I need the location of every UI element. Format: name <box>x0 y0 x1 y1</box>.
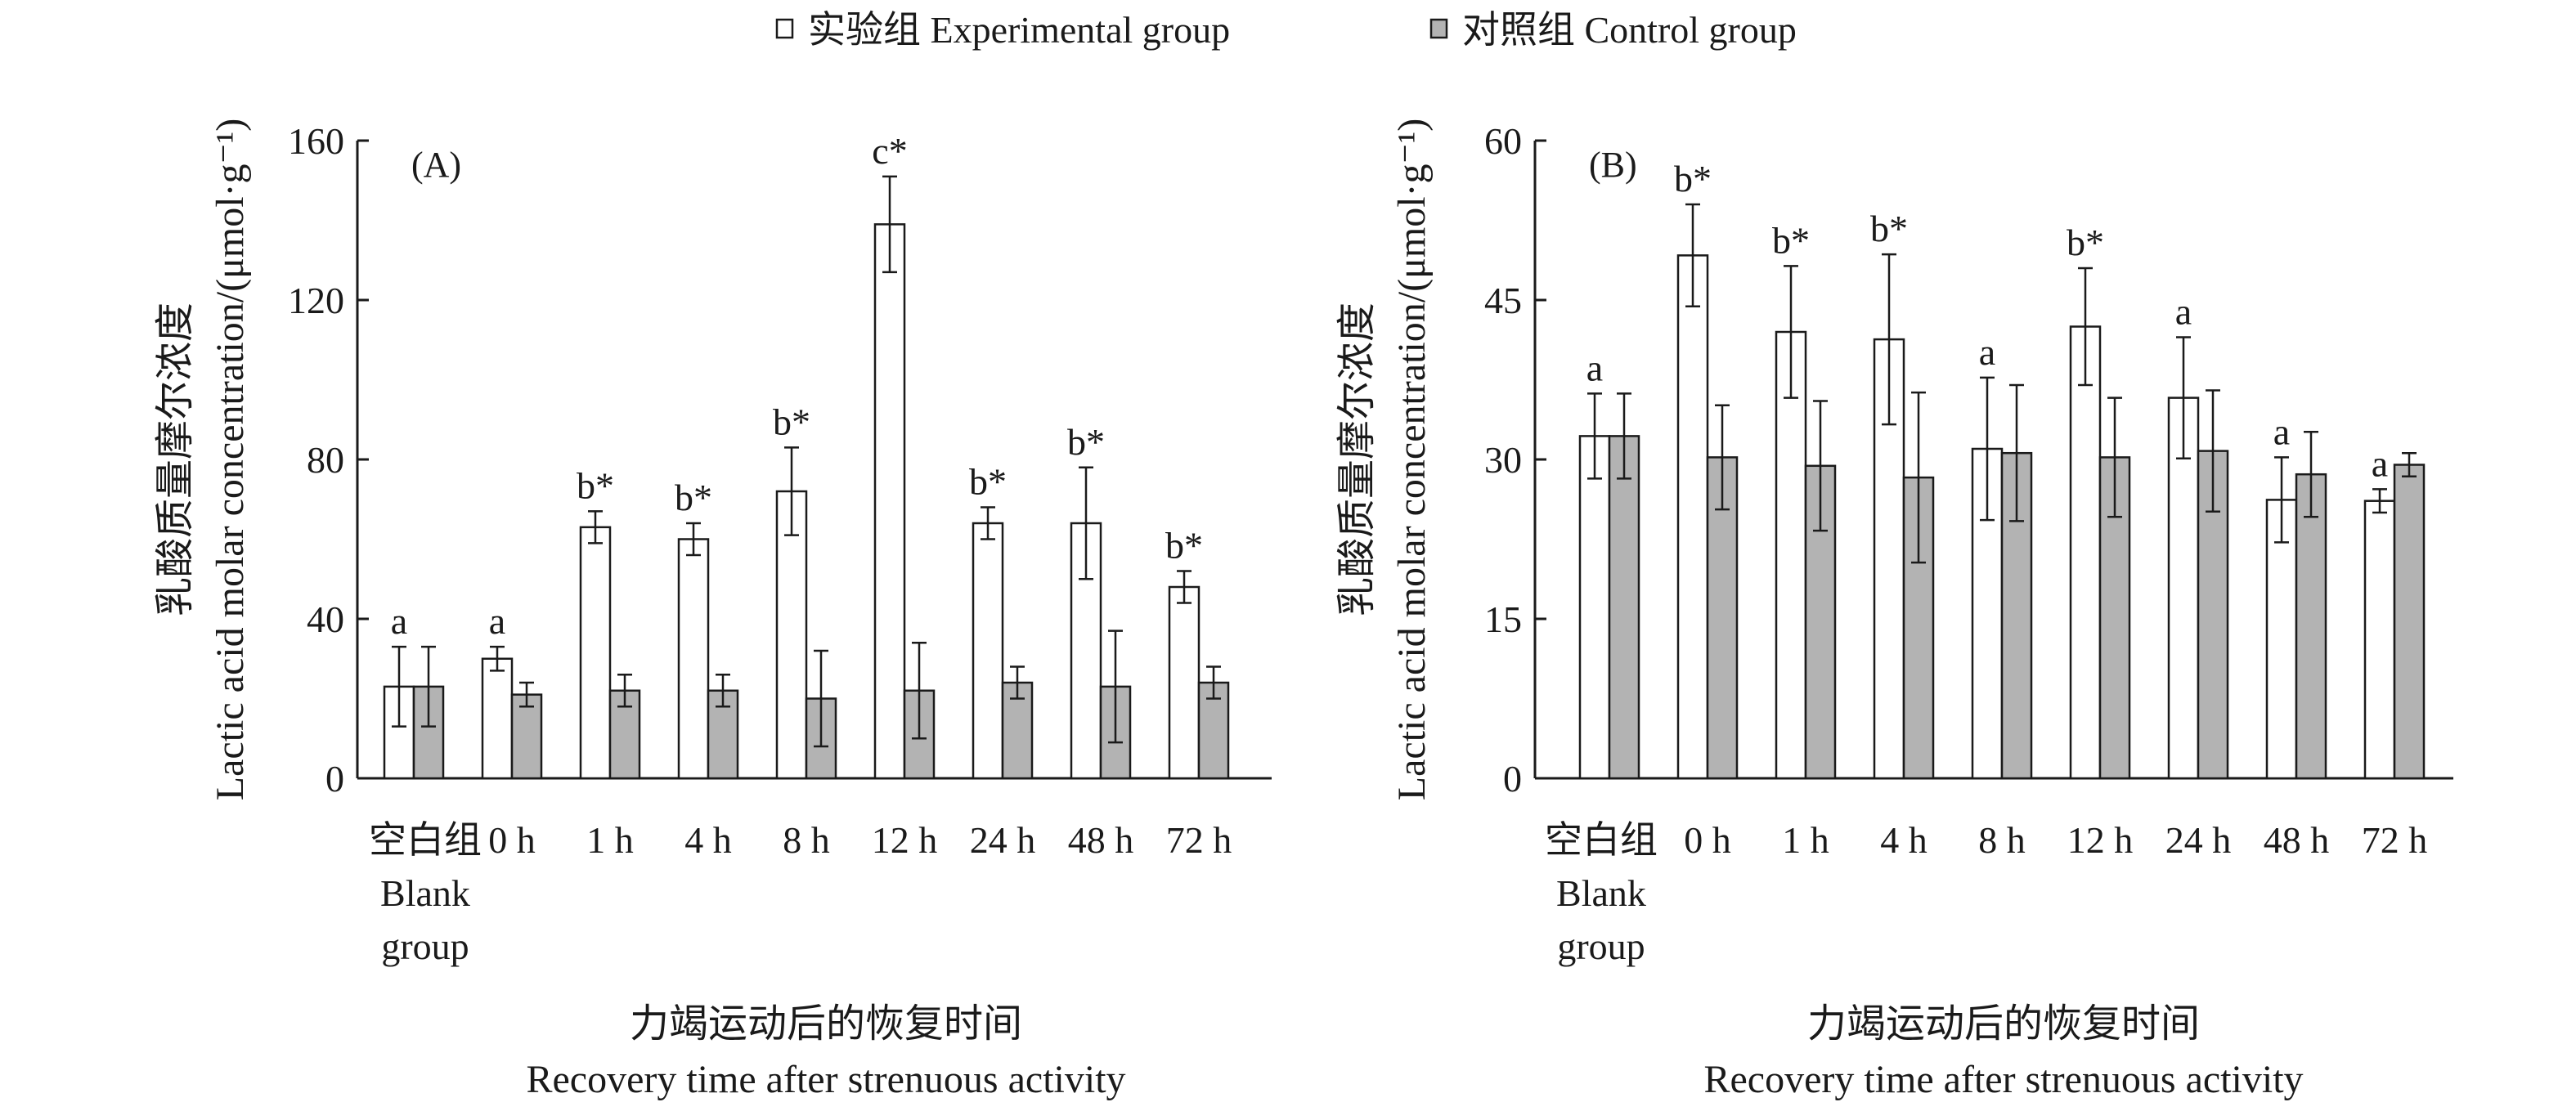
panel-b-bar-control <box>2393 464 2426 780</box>
panel-b-titles: 乳酸质量摩尔浓度 Lactic acid molar concentration… <box>1335 119 2304 1101</box>
panel-a-significance-label: b* <box>1165 525 1203 567</box>
panel-b-x-tick-label: 空白组 <box>1545 819 1658 861</box>
panel-a-x-tick-label: 0 h <box>488 819 536 861</box>
panel-a-x-tick-label: 空白组 <box>369 819 482 861</box>
panel-b-x-tick-label: 1 h <box>1782 819 1829 861</box>
panel-a-y-tick-label: 80 <box>307 439 344 481</box>
panel-b-x-axis-title-cn: 力竭运动后的恢复时间 <box>1807 1002 2200 1046</box>
panel-b-bar-control <box>1706 456 1739 780</box>
panel-b-y-axis-title-cn: 乳酸质量摩尔浓度 <box>1335 302 1379 616</box>
panel-b-bar-experimental <box>2363 500 2396 780</box>
panel-a-bar-control <box>805 697 837 780</box>
legend-swatch-control <box>1429 18 1448 39</box>
panel-b-significance-label: b* <box>1870 208 1908 249</box>
panel-a-x-tick-label: 8 h <box>783 819 830 861</box>
panel-b-x-axis-title-en: Recovery time after strenuous activity <box>1703 1058 2303 1101</box>
legend-label-experimental: 实验组 Experimental group <box>808 9 1230 51</box>
panel-b-bar-experimental <box>1578 435 1611 780</box>
panel-a-titles: 乳酸质量摩尔浓度 Lactic acid molar concentration… <box>154 119 1126 1101</box>
panel-a-significance-label: b* <box>577 464 614 506</box>
panel-b-x-tick-label: group <box>1557 925 1645 967</box>
panel-a-significance-label: a <box>391 600 407 642</box>
panel-b-plot: 0 15 30 45 60 (B) 空白组 Blank group a 0 h b* 1 h b* 4 h b… <box>1484 120 2453 967</box>
panel-a-label: (A) <box>411 145 461 185</box>
panel-a-x-tick-label: group <box>381 925 469 967</box>
panel-b-label: (B) <box>1589 145 1637 185</box>
panel-b-bar-control <box>1608 435 1640 780</box>
panel-a-y-tick-label: 160 <box>288 120 344 162</box>
panel-a-bar-experimental <box>873 223 906 780</box>
panel-b-x-tick-label: 8 h <box>1978 819 2026 861</box>
panel-b-x-tick-label: Blank <box>1556 872 1646 914</box>
panel-a-bar-experimental <box>677 538 710 780</box>
legend-label-control: 对照组 Control group <box>1462 9 1797 51</box>
panel-b-significance-label: a <box>2273 410 2290 452</box>
panel-b-y-tick-label: 0 <box>1503 758 1522 800</box>
panel-a-bar-experimental <box>972 522 1004 780</box>
panel-b-significance-label: b* <box>1674 158 1712 199</box>
panel-a-x-tick-label: 72 h <box>1166 819 1232 861</box>
panel-a-y-tick-label: 120 <box>288 280 344 321</box>
panel-a-x-tick-label: 24 h <box>970 819 1036 861</box>
panel-b-x-tick-label: 24 h <box>2165 819 2232 861</box>
panel-a-x-tick-label: 48 h <box>1068 819 1134 861</box>
panel-b-bar-experimental <box>1676 254 1709 780</box>
panel-b-bar-experimental <box>1775 330 1807 780</box>
panel-b-y-tick-label: 60 <box>1484 120 1522 162</box>
panel-b-significance-label: b* <box>1772 219 1810 261</box>
panel-a-bar-control <box>510 693 543 780</box>
panel-b-x-tick-label: 12 h <box>2067 819 2134 861</box>
legend: 实验组 Experimental group 对照组 Control group <box>775 9 1797 51</box>
panel-b-x-tick-label: 4 h <box>1880 819 1928 861</box>
panel-a-x-tick-label: Blank <box>380 872 470 914</box>
panel-b-y-tick-label: 45 <box>1484 280 1522 321</box>
panel-a-x-tick-label: 4 h <box>684 819 732 861</box>
panel-a-significance-label: b* <box>1067 421 1105 463</box>
panel-a-bar-experimental <box>775 490 808 780</box>
panel-b-significance-label: a <box>1586 347 1603 388</box>
panel-a-significance-label: b* <box>773 401 810 442</box>
panel-b-significance-label: a <box>2372 442 2388 484</box>
panel-b-x-tick-label: 72 h <box>2362 819 2428 861</box>
panel-a-y-tick-label: 40 <box>307 598 344 640</box>
panel-a-significance-label: a <box>489 600 505 642</box>
panel-a-significance-label: b* <box>675 477 712 518</box>
legend-swatch-experimental <box>775 18 794 39</box>
panel-b-bar-experimental <box>2069 325 2102 780</box>
panel-a-y-axis-title-en: Lactic acid molar concentration/(μmol·g⁻… <box>209 119 252 800</box>
panel-b-significance-label: b* <box>2067 222 2104 263</box>
panel-a-bar-experimental <box>579 526 612 780</box>
panel-b-x-tick-label: 0 h <box>1684 819 1731 861</box>
panel-b-y-tick-label: 15 <box>1484 598 1522 640</box>
panel-a-x-axis-title-cn: 力竭运动后的恢复时间 <box>630 1002 1022 1046</box>
panel-a-bar-experimental <box>1168 585 1200 780</box>
panel-b-x-tick-label: 48 h <box>2264 819 2330 861</box>
panel-a-y-tick-label: 0 <box>325 758 344 800</box>
panel-a-plot: 0 40 80 120 160 (A) 空白组 Blank group a 0 h a 1 h b* 4 h… <box>288 120 1272 967</box>
panel-a-y-axis-title-cn: 乳酸质量摩尔浓度 <box>154 302 197 616</box>
panel-b-significance-label: a <box>2175 291 2192 333</box>
panel-a-x-axis-title-en: Recovery time after strenuous activity <box>526 1058 1125 1101</box>
panel-a-bar-experimental <box>481 657 514 780</box>
panel-a-bar-control <box>707 689 739 780</box>
panel-b-y-tick-label: 30 <box>1484 439 1522 481</box>
panel-a-significance-label: b* <box>969 461 1007 503</box>
panel-b-significance-label: a <box>1979 331 1995 373</box>
panel-a-significance-label: c* <box>872 130 907 172</box>
panel-a-x-tick-label: 1 h <box>586 819 634 861</box>
panel-a-x-tick-label: 12 h <box>872 819 938 861</box>
panel-b-y-axis-title-en: Lactic acid molar concentration/(μmol·g⁻… <box>1390 119 1434 800</box>
panel-b-bar-control <box>2295 473 2327 780</box>
